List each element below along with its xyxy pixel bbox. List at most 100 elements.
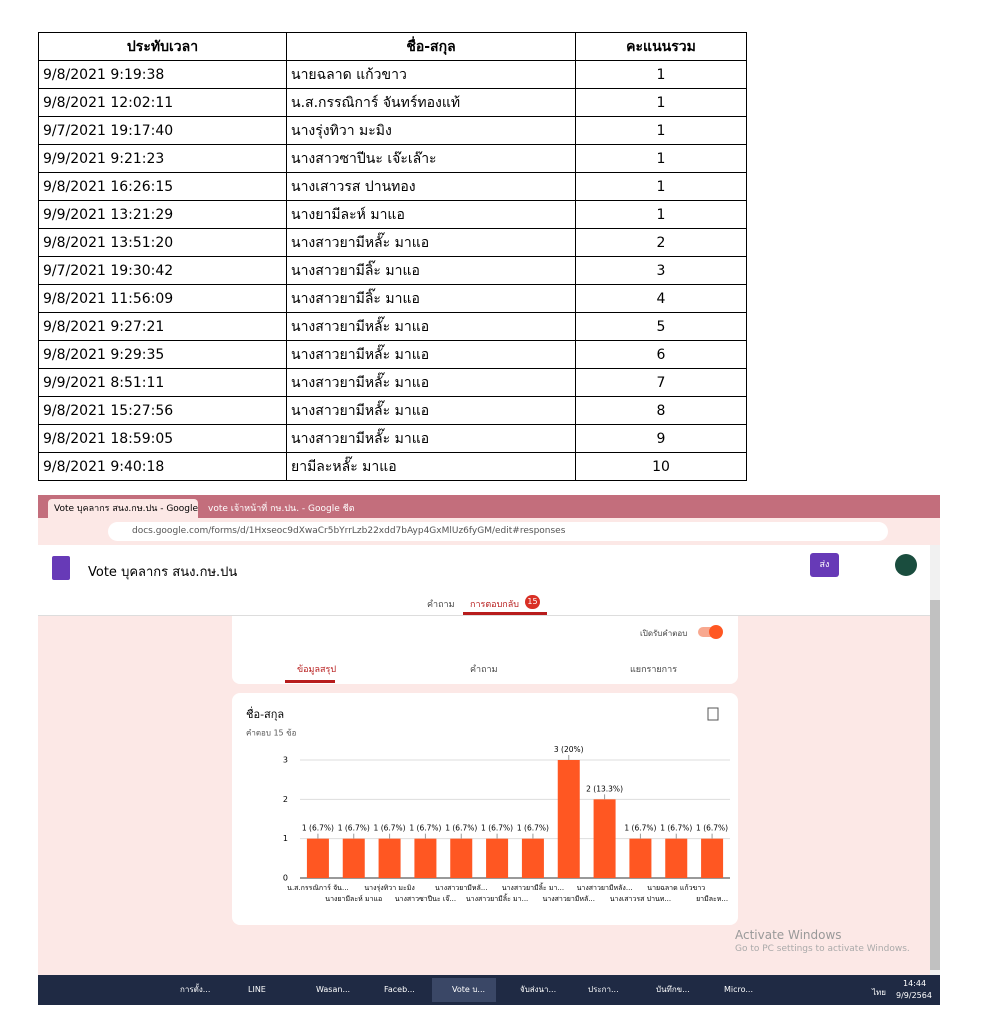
copy-icon[interactable] xyxy=(707,707,719,721)
watermark: Go to PC settings to activate Windows. xyxy=(735,944,910,954)
table-cell: 9 xyxy=(575,424,747,453)
accepting-label: เปิดรับคำตอบ xyxy=(640,629,688,638)
table-cell: นางสาวซาปีนะ เจ๊ะเล๊าะ xyxy=(286,144,576,173)
y-tick-label: 0 xyxy=(283,874,288,883)
forms-icon xyxy=(52,556,70,580)
question-tab[interactable]: คำถาม xyxy=(470,665,498,675)
bar xyxy=(378,838,401,878)
bar xyxy=(701,838,724,878)
table-cell: 9/8/2021 16:26:15 xyxy=(38,172,287,201)
table-cell: 9/9/2021 13:21:29 xyxy=(38,200,287,229)
column-header: ประทับเวลา xyxy=(38,32,287,61)
chart-subtitle: คำตอบ 15 ข้อ xyxy=(246,729,297,738)
taskbar-app[interactable]: Faceb... xyxy=(384,985,415,994)
table-cell: 9/7/2021 19:17:40 xyxy=(38,116,287,145)
clock: 14:44 xyxy=(903,979,927,988)
table-cell: 9/9/2021 9:21:23 xyxy=(38,144,287,173)
table-cell: 9/8/2021 12:02:11 xyxy=(38,88,287,117)
table-row: 9/8/2021 9:27:21 นางสาวยามีหลั๊ะ มาแอ 5 xyxy=(38,312,747,341)
avatar[interactable] xyxy=(895,554,917,576)
scrollbar xyxy=(930,545,940,975)
taskbar-app[interactable]: การตั้ง... xyxy=(180,985,211,994)
table-row: 9/9/2021 8:51:11 นางสาวยามีหลั๊ะ มาแอ 7 xyxy=(38,368,747,397)
bar xyxy=(450,838,473,878)
taskbar-app[interactable]: ประกา... xyxy=(588,985,619,994)
subtab-underline xyxy=(285,680,335,683)
y-tick-label: 2 xyxy=(283,795,288,804)
table-row: 9/9/2021 13:21:29 นางยามีละห์ มาแอ 1 xyxy=(38,200,747,229)
table-cell: นางยามีละห์ มาแอ xyxy=(286,200,576,229)
table-cell: นางรุ่งทิวา มะมิง xyxy=(286,116,576,145)
table-cell: 1 xyxy=(575,88,747,117)
x-tick-label: นางสาวยามีหลัง... xyxy=(577,884,633,892)
taskbar-app[interactable]: บันทึกข... xyxy=(656,985,690,994)
table-cell: 3 xyxy=(575,256,747,285)
x-tick-label: นางสาวยามีลิ้ะ มา... xyxy=(502,881,564,892)
bar xyxy=(557,760,580,878)
table-cell: 9/8/2021 18:59:05 xyxy=(38,424,287,453)
x-tick-label: นางสาวยามีหลั... xyxy=(435,884,488,892)
individual-tab[interactable]: แยกรายการ xyxy=(630,665,678,675)
value-label: 3 (20%) xyxy=(554,745,584,754)
chart-card xyxy=(232,693,738,925)
table-row: 9/8/2021 15:27:56 นางสาวยามีหลั๊ะ มาแอ 8 xyxy=(38,396,747,425)
bar xyxy=(521,838,544,878)
table-cell: 9/8/2021 9:19:38 xyxy=(38,60,287,89)
table-cell: 9/8/2021 9:27:21 xyxy=(38,312,287,341)
table-row: 9/8/2021 9:19:38 นายฉลาด แก้วขาว 1 xyxy=(38,60,747,89)
table-cell: 8 xyxy=(575,396,747,425)
table-row: 9/8/2021 13:51:20 นางสาวยามีหลั๊ะ มาแอ 2 xyxy=(38,228,747,257)
form-header xyxy=(38,545,940,616)
send-button[interactable]: ส่ง xyxy=(810,553,839,577)
summary-tab[interactable]: ข้อมูลสรุป xyxy=(297,665,337,675)
tab-underline xyxy=(463,612,547,615)
table-cell: 4 xyxy=(575,284,747,313)
value-label: 1 (6.7%) xyxy=(445,824,477,833)
browser-tab[interactable]: Vote บุคลากร สนง.กษ.ปน - Google xyxy=(48,499,198,518)
responses-tab[interactable]: การตอบกลับ xyxy=(470,600,519,610)
table-cell: นางเสาวรส ปานทอง xyxy=(286,172,576,201)
x-tick-label: นางเสาวรส ปานท... xyxy=(610,895,671,903)
url-box[interactable] xyxy=(108,522,888,541)
table-cell: นางสาวยามีหลั๊ะ มาแอ xyxy=(286,424,576,453)
response-badge: 15 xyxy=(525,595,540,609)
language: ไทย xyxy=(872,988,886,997)
column-header: คะแนนรวม xyxy=(575,32,747,61)
chart-title: ชื่อ-สกุล xyxy=(246,706,284,721)
taskbar-app[interactable]: Wasan... xyxy=(316,985,351,994)
x-tick-label: นางยามีละห์ มาแอ xyxy=(325,895,382,903)
table-cell: นางสาวยามีหลั๊ะ มาแอ xyxy=(286,396,576,425)
summary-card xyxy=(232,616,738,684)
value-label: 1 (6.7%) xyxy=(374,824,406,833)
table-cell: 7 xyxy=(575,368,747,397)
browser-tab[interactable]: vote เจ้าหน้าที่ กษ.ปน. - Google ชีต xyxy=(208,504,355,514)
table-cell: นางสาวยามีหลั๊ะ มาแอ xyxy=(286,312,576,341)
bar xyxy=(486,838,509,878)
x-tick-label: ยามีละห... xyxy=(696,895,728,903)
table-cell: 1 xyxy=(575,144,747,173)
table-row: 9/8/2021 9:29:35 นางสาวยามีหลั๊ะ มาแอ 6 xyxy=(38,340,747,369)
table-cell: 9/8/2021 11:56:09 xyxy=(38,284,287,313)
table-row: 9/7/2021 19:30:42 นางสาวยามีลิ๊ะ มาแอ 3 xyxy=(38,256,747,285)
bar xyxy=(629,838,652,878)
questions-tab[interactable]: คำถาม xyxy=(427,600,455,610)
table-row: 9/8/2021 11:56:09 นางสาวยามีลิ๊ะ มาแอ 4 xyxy=(38,284,747,313)
toggle[interactable] xyxy=(698,625,723,639)
table-row: 9/8/2021 18:59:05 นางสาวยามีหลั๊ะ มาแอ 9 xyxy=(38,424,747,453)
table-cell: ยามีละหลั๊ะ มาแอ xyxy=(286,452,576,481)
table-row: 9/8/2021 9:40:18 ยามีละหลั๊ะ มาแอ 10 xyxy=(38,452,747,481)
x-tick-label: นางสาวซาปีนะ เจ๊... xyxy=(395,895,456,903)
table-cell: นางสาวยามีลิ๊ะ มาแอ xyxy=(286,256,576,285)
table-cell: นางสาวยามีหลั๊ะ มาแอ xyxy=(286,368,576,397)
taskbar-app[interactable]: จับส่งนา... xyxy=(520,985,557,994)
taskbar-app[interactable]: LINE xyxy=(248,985,266,994)
x-tick-label: น.ส.กรรณิการ์ จัน... xyxy=(287,884,348,892)
table-cell: 1 xyxy=(575,200,747,229)
bar xyxy=(306,838,329,878)
url: docs.google.com/forms/d/1Hxseoc9dXwaCr5b… xyxy=(132,526,566,536)
taskbar-app[interactable]: Vote บ... xyxy=(432,978,496,1002)
value-label: 1 (6.7%) xyxy=(660,824,692,833)
taskbar-app[interactable]: Micro... xyxy=(724,985,754,994)
value-label: 1 (6.7%) xyxy=(302,824,334,833)
